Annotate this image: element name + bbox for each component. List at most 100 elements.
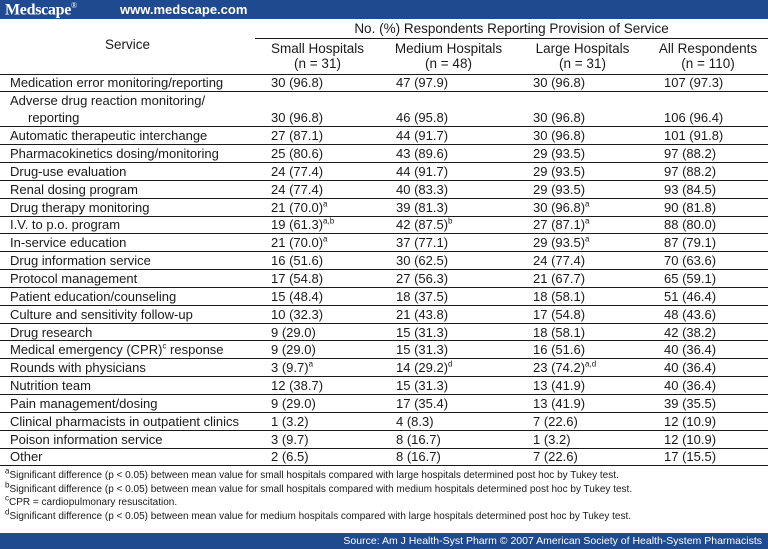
column-n-label: (n = 31) — [559, 55, 606, 71]
value-text: 15 (31.3) — [396, 342, 449, 358]
value-text: 39 (81.3) — [396, 199, 449, 215]
value-cell-all: 48 (43.6) — [648, 305, 768, 323]
value-text: 3 (9.7) — [271, 360, 309, 376]
value-text: 40 (83.3) — [396, 181, 449, 197]
value-cell-small: 9 (29.0) — [255, 395, 380, 413]
value-text: 24 (77.4) — [271, 181, 324, 197]
data-table-container: Service No. (%) Respondents Reporting Pr… — [0, 19, 768, 466]
service-cell: Pharmacokinetics dosing/monitoring — [0, 145, 255, 163]
value-cell-large: 13 (41.9) — [517, 395, 648, 413]
value-text: 27 (87.1) — [533, 217, 586, 233]
value-cell-large: 29 (93.5)a — [517, 234, 648, 252]
service-label: Culture and sensitivity follow-up — [10, 306, 193, 322]
value-cell-small: 12 (38.7) — [255, 377, 380, 395]
value-cell-large: 30 (96.8) — [517, 127, 648, 145]
table-row: In-service education 21 (70.0)a 37 (77.1) 2… — [0, 234, 768, 252]
value-text: 18 (58.1) — [533, 288, 586, 304]
value-cell-large: 30 (96.8) — [517, 92, 648, 127]
footnote-marker: b — [448, 217, 453, 227]
value-cell-medium: 15 (31.3) — [380, 323, 517, 341]
value-text: 30 (96.8) — [533, 128, 586, 144]
value-cell-large: 27 (87.1)a — [517, 216, 648, 234]
service-label: Pain management/dosing — [10, 395, 158, 411]
table-row: Clinical pharmacists in outpatient clini… — [0, 412, 768, 431]
value-text: 9 (29.0) — [271, 395, 316, 411]
value-cell-large: 17 (54.8) — [517, 305, 648, 323]
value-cell-all: 93 (84.5) — [648, 180, 768, 198]
value-text: 25 (80.6) — [271, 146, 324, 162]
value-text: 16 (51.6) — [533, 342, 586, 358]
table-row: Medical emergency (CPR)c response 9 (29.0… — [0, 341, 768, 359]
service-label-line2: reporting — [28, 110, 80, 126]
value-cell-all: 42 (38.2) — [648, 323, 768, 341]
value-text: 30 (96.8) — [533, 199, 586, 215]
value-cell-small: 16 (51.6) — [255, 252, 380, 270]
value-cell-small: 21 (70.0)a — [255, 234, 380, 252]
table-row: I.V. to p.o. program 19 (61.3)a,b 42 (87.5… — [0, 216, 768, 234]
service-cell: Rounds with physicians — [0, 359, 255, 377]
service-cell: Drug research — [0, 323, 255, 341]
service-label: Drug-use evaluation — [10, 163, 127, 179]
footnote-marker: a — [323, 199, 328, 209]
value-cell-all: 51 (46.4) — [648, 287, 768, 305]
value-text: 21 (43.8) — [396, 306, 449, 322]
value-cell-small: 30 (96.8) — [255, 74, 380, 92]
value-cell-small: 9 (29.0) — [255, 323, 380, 341]
value-text: 37 (77.1) — [396, 235, 449, 251]
service-column-header: Service — [104, 37, 150, 53]
table-row: Adverse drug reaction monitoring/reporti… — [0, 92, 768, 127]
value-text: 13 (41.9) — [533, 395, 586, 411]
value-cell-medium: 17 (35.4) — [380, 395, 517, 413]
value-text: 48 (43.6) — [664, 306, 717, 322]
value-cell-medium: 43 (89.6) — [380, 145, 517, 163]
value-text: 51 (46.4) — [664, 288, 717, 304]
value-text: 17 (54.8) — [533, 306, 586, 322]
medscape-logo[interactable]: Medscape® — [5, 1, 77, 19]
service-cell: Renal dosing program — [0, 180, 255, 198]
value-text: 15 (31.3) — [396, 378, 449, 394]
value-cell-small: 19 (61.3)a,b — [255, 216, 380, 234]
value-text: 44 (91.7) — [396, 128, 449, 144]
value-text: 40 (36.4) — [664, 378, 717, 394]
service-label-tail: response — [166, 342, 224, 358]
footnote-text: Significant difference (p < 0.05) betwee… — [9, 483, 633, 495]
service-label: I.V. to p.o. program — [10, 217, 121, 233]
column-n-label: (n = 31) — [294, 55, 341, 71]
service-label: Poison information service — [10, 431, 163, 447]
value-cell-large: 29 (93.5) — [517, 180, 648, 198]
footnote-marker: a — [585, 235, 590, 244]
site-url-link[interactable]: www.medscape.com — [120, 2, 248, 17]
value-text: 30 (62.5) — [396, 253, 449, 269]
service-cell: Adverse drug reaction monitoring/reporti… — [0, 92, 255, 127]
value-cell-medium: 27 (56.3) — [380, 270, 517, 288]
table-row: Nutrition team 12 (38.7) 15 (31.3) 13 (41.9… — [0, 377, 768, 395]
table-row: Drug information service 16 (51.6) 30 (62.… — [0, 252, 768, 270]
table-row: Pain management/dosing 9 (29.0) 17 (35.4) 1… — [0, 395, 768, 413]
value-cell-large: 29 (93.5) — [517, 145, 648, 163]
value-text: 24 (77.4) — [271, 163, 324, 179]
service-label: Other — [10, 449, 43, 465]
value-text: 13 (41.9) — [533, 378, 586, 394]
column-title: Small Hospitals — [270, 40, 365, 56]
service-label: Patient education/counseling — [10, 288, 177, 304]
value-cell-large: 13 (41.9) — [517, 377, 648, 395]
table-row: Drug research 9 (29.0) 15 (31.3) 18 (58.1) 4… — [0, 323, 768, 341]
footnote-marker: a — [585, 217, 590, 227]
value-cell-medium: 21 (43.8) — [380, 305, 517, 323]
service-cell: Drug-use evaluation — [0, 163, 255, 181]
footnote-text: Significant difference (p < 0.05) betwee… — [9, 510, 631, 522]
table-row: Patient education/counseling 15 (48.4) 18 … — [0, 287, 768, 306]
value-text: 9 (29.0) — [271, 342, 316, 358]
value-text: 9 (29.0) — [271, 324, 316, 340]
table-row: Renal dosing program 24 (77.4) 40 (83.3) 29… — [0, 180, 768, 199]
source-citation: Source: Am J Health-Syst Pharm © 2007 Am… — [343, 535, 762, 547]
footnote-marker: c — [162, 342, 167, 352]
value-cell-all: 40 (36.4) — [648, 377, 768, 395]
value-cell-medium: 44 (91.7) — [380, 163, 517, 181]
value-text: 30 (96.8) — [533, 75, 586, 91]
value-cell-small: 10 (32.3) — [255, 305, 380, 323]
footnote-text: Significant difference (p < 0.05) betwee… — [9, 470, 619, 481]
value-text: 15 (48.4) — [271, 288, 324, 304]
header-banner: Medscape® www.medscape.com — [0, 0, 768, 19]
footer-banner: Source: Am J Health-Syst Pharm © 2007 Am… — [0, 533, 768, 549]
